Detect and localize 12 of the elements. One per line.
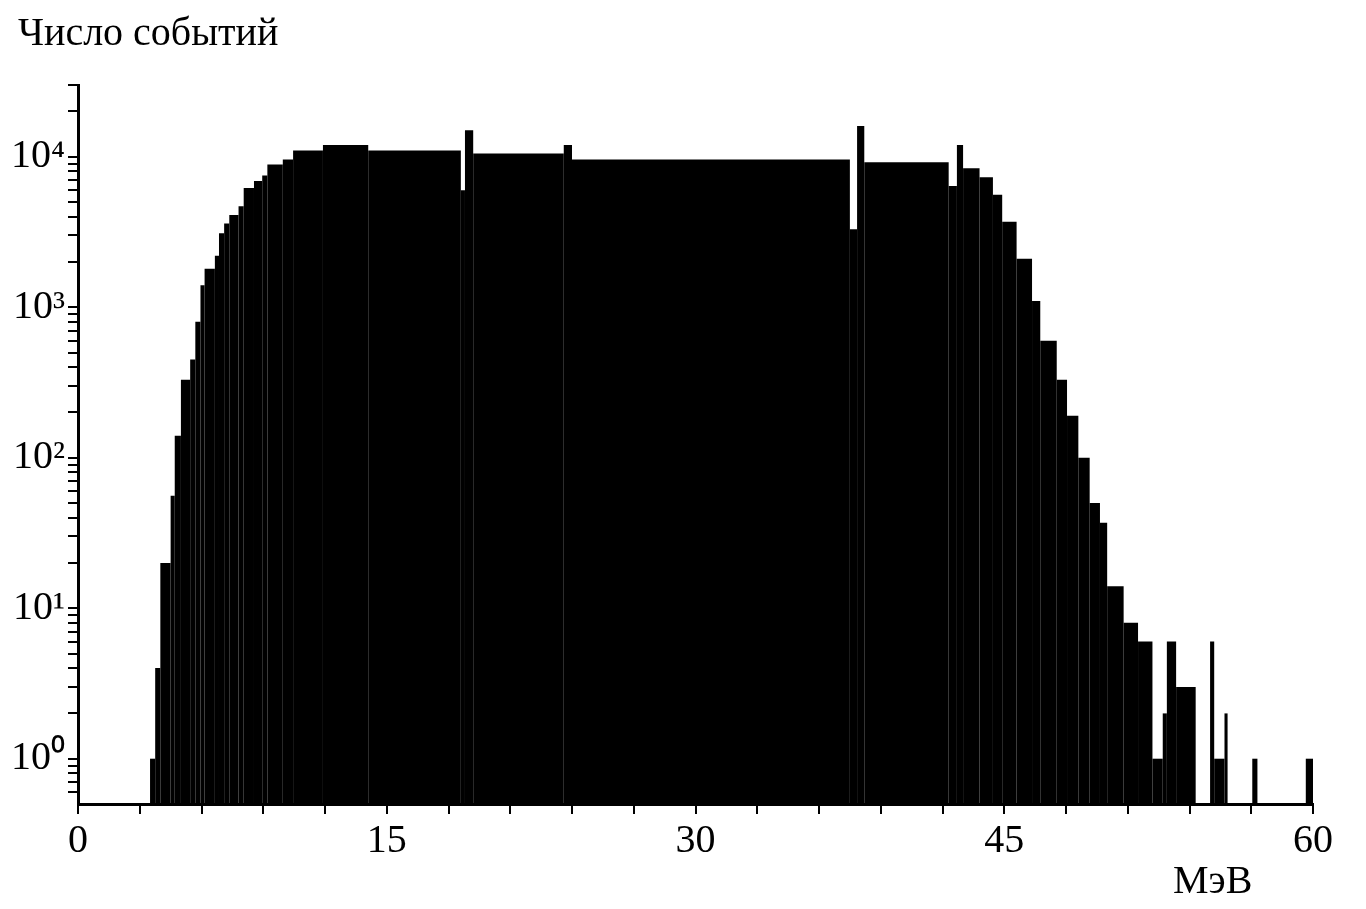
x-tick-label: 30 <box>675 815 716 861</box>
x-tick-label: 60 <box>1293 815 1333 861</box>
x-axis-title: МэВ <box>1173 856 1253 903</box>
y-tick-label: 10² <box>13 432 65 478</box>
x-tick-label: 0 <box>68 815 88 861</box>
x-tick-label: 45 <box>984 815 1025 861</box>
y-tick-label: 10¹ <box>13 582 65 628</box>
y-tick-label: 10³ <box>13 281 65 327</box>
y-axis-title: Число событий <box>18 8 279 55</box>
y-tick-label: 10⁴ <box>11 131 65 177</box>
y-tick-label: 10⁰ <box>11 733 65 779</box>
x-tick-label: 15 <box>366 815 407 861</box>
